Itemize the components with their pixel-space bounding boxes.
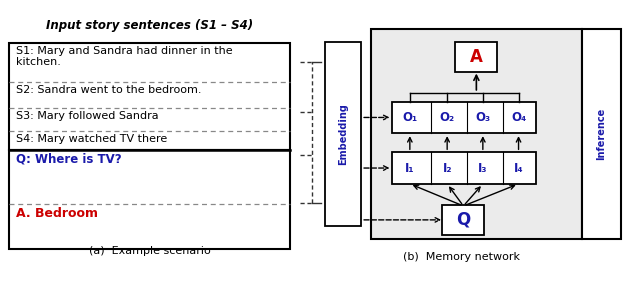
FancyBboxPatch shape bbox=[326, 42, 361, 226]
Text: I₁: I₁ bbox=[405, 162, 414, 175]
Text: A. Bedroom: A. Bedroom bbox=[16, 207, 99, 219]
FancyBboxPatch shape bbox=[582, 29, 621, 239]
FancyBboxPatch shape bbox=[9, 150, 290, 249]
Text: I₄: I₄ bbox=[514, 162, 524, 175]
Text: Input story sentences (S1 – S4): Input story sentences (S1 – S4) bbox=[46, 19, 253, 32]
Text: I₃: I₃ bbox=[478, 162, 487, 175]
Text: S4: Mary watched TV there: S4: Mary watched TV there bbox=[16, 134, 167, 144]
Text: Q: Q bbox=[456, 211, 470, 229]
Text: Inference: Inference bbox=[597, 108, 607, 160]
Text: (b)  Memory network: (b) Memory network bbox=[403, 251, 520, 262]
FancyBboxPatch shape bbox=[9, 43, 290, 150]
Text: S1: Mary and Sandra had dinner in the
kitchen.: S1: Mary and Sandra had dinner in the ki… bbox=[16, 46, 233, 67]
Text: O₃: O₃ bbox=[475, 111, 490, 124]
FancyBboxPatch shape bbox=[392, 152, 536, 184]
FancyBboxPatch shape bbox=[442, 205, 484, 235]
FancyBboxPatch shape bbox=[392, 102, 536, 133]
Text: (a)  Example scenario: (a) Example scenario bbox=[89, 246, 211, 256]
Text: S3: Mary followed Sandra: S3: Mary followed Sandra bbox=[16, 111, 159, 121]
Text: O₂: O₂ bbox=[439, 111, 455, 124]
Text: Q: Where is TV?: Q: Where is TV? bbox=[16, 152, 122, 165]
Text: A: A bbox=[470, 48, 483, 66]
Text: O₁: O₁ bbox=[402, 111, 417, 124]
FancyBboxPatch shape bbox=[456, 42, 497, 72]
Text: O₄: O₄ bbox=[511, 111, 526, 124]
Text: Embedding: Embedding bbox=[338, 103, 348, 165]
FancyBboxPatch shape bbox=[371, 29, 582, 239]
Text: I₂: I₂ bbox=[442, 162, 452, 175]
Text: S2: Sandra went to the bedroom.: S2: Sandra went to the bedroom. bbox=[16, 85, 202, 95]
